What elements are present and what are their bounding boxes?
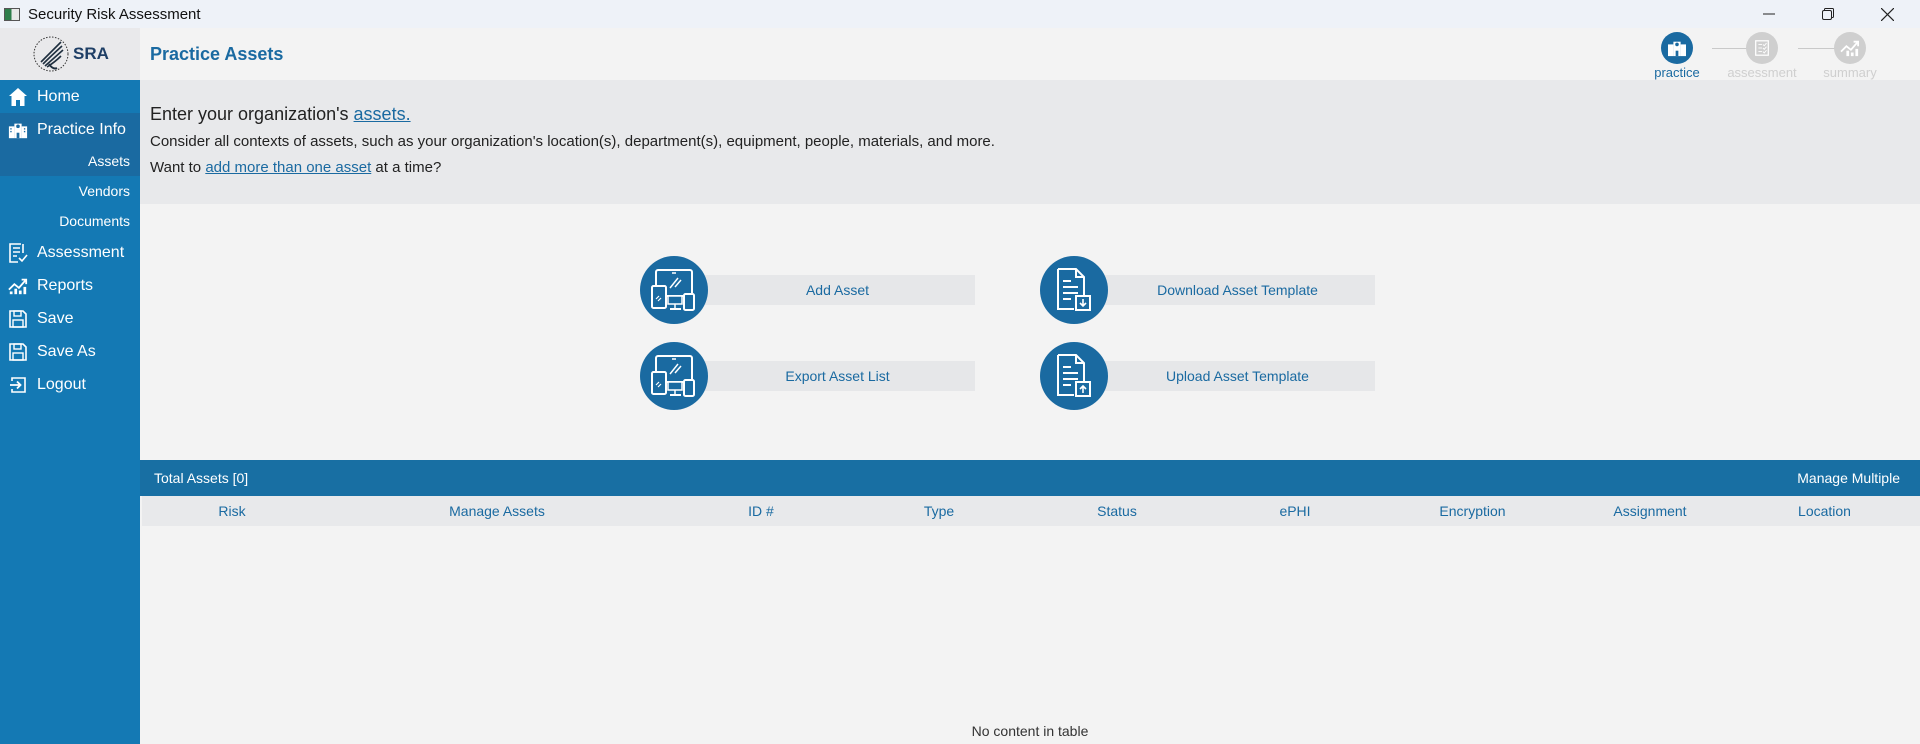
checklist-icon: [1746, 32, 1778, 64]
column-header-encryption[interactable]: Encryption: [1439, 503, 1506, 519]
floppy-icon: [9, 342, 27, 361]
building-icon: [8, 123, 28, 138]
asset-actions: Add Asset Download Asset Template Export…: [140, 204, 1920, 460]
export-asset-list-button[interactable]: Export Asset List: [640, 342, 975, 410]
assets-table-toolbar: Total Assets [0] Manage Multiple: [140, 460, 1920, 496]
sidebar-item-label: Assessment: [37, 243, 125, 261]
sidebar-subitem-label: Assets: [87, 153, 130, 169]
download-template-label: Download Asset Template: [1070, 275, 1375, 305]
page-title: Practice Assets: [150, 43, 284, 64]
devices-icon: [640, 256, 708, 324]
page-header: Practice Assets practice assessment: [140, 28, 1920, 80]
download-asset-template-button[interactable]: Download Asset Template: [1040, 256, 1375, 324]
sidebar-item-label: Home: [37, 87, 80, 105]
main-content: Practice Assets practice assessment: [140, 28, 1920, 744]
export-asset-list-label: Export Asset List: [670, 361, 975, 391]
sidebar-subitem-label: Documents: [59, 213, 130, 229]
sidebar-item-label: Practice Info: [37, 120, 126, 138]
sidebar-item-home[interactable]: Home: [0, 80, 140, 113]
chart-up-icon: [8, 278, 28, 294]
restore-button[interactable]: [1805, 0, 1851, 28]
progress-stepper: practice assessment summary: [1654, 32, 1900, 80]
document-download-icon: [1040, 256, 1108, 324]
close-button[interactable]: [1864, 0, 1910, 28]
sidebar-item-logout[interactable]: Logout: [0, 368, 140, 401]
building-icon: [1661, 32, 1693, 64]
assets-table-header: Risk Manage Assets ID # Type Status ePHI…: [142, 496, 1920, 526]
minimize-button[interactable]: [1746, 0, 1792, 28]
sra-logo: SRA: [0, 28, 140, 80]
column-header-manage-assets[interactable]: Manage Assets: [449, 503, 545, 519]
logout-icon: [10, 376, 26, 393]
sidebar-item-practice-info[interactable]: Practice Info: [0, 113, 140, 146]
upload-asset-template-button[interactable]: Upload Asset Template: [1040, 342, 1375, 410]
table-empty-message: No content in table: [971, 723, 1089, 739]
column-header-location[interactable]: Location: [1798, 503, 1851, 519]
checklist-icon: [9, 242, 28, 263]
sidebar-subitem-label: Vendors: [78, 183, 130, 199]
sidebar-item-assessment[interactable]: Assessment: [0, 236, 140, 269]
add-asset-label: Add Asset: [670, 275, 975, 305]
column-header-status[interactable]: Status: [1097, 503, 1137, 519]
stepper-connector: [1712, 48, 1762, 49]
home-icon: [9, 87, 27, 106]
document-upload-icon: [1040, 342, 1108, 410]
upload-template-label: Upload Asset Template: [1070, 361, 1375, 391]
total-assets-count: Total Assets [0]: [154, 470, 249, 486]
sidebar-item-label: Reports: [37, 276, 94, 294]
stepper-connector: [1798, 48, 1848, 49]
sidebar-item-save-as[interactable]: Save As: [0, 335, 140, 368]
chart-up-icon: [1834, 32, 1866, 64]
logo-text: SRA: [73, 44, 109, 63]
add-asset-button[interactable]: Add Asset: [640, 256, 975, 324]
column-header-risk[interactable]: Risk: [218, 503, 246, 519]
step-label: assessment: [1727, 65, 1797, 80]
info-panel: Enter your organization's assets. Consid…: [140, 80, 1920, 204]
sidebar-subitem-documents[interactable]: Documents: [0, 206, 140, 236]
close-icon: [1880, 7, 1894, 21]
window-title: Security Risk Assessment: [28, 5, 201, 23]
sidebar: SRA Home Practice Info Assets Vendors Do…: [0, 28, 140, 744]
add-multiple-assets-link[interactable]: add more than one asset: [205, 159, 372, 176]
column-header-id[interactable]: ID #: [748, 503, 774, 519]
hhs-eagle-icon: [33, 36, 69, 72]
column-header-assignment[interactable]: Assignment: [1613, 503, 1687, 519]
step-practice[interactable]: practice: [1642, 32, 1712, 80]
info-line-3: Want to add more than one asset at a tim…: [150, 159, 442, 176]
column-header-type[interactable]: Type: [923, 503, 955, 519]
step-assessment[interactable]: assessment: [1727, 32, 1797, 80]
floppy-icon: [9, 309, 27, 328]
restore-icon: [1822, 8, 1834, 20]
sidebar-item-label: Logout: [37, 375, 86, 393]
assets-link[interactable]: assets.: [353, 104, 411, 124]
sidebar-subitem-assets[interactable]: Assets: [0, 146, 140, 176]
window-titlebar: Security Risk Assessment: [0, 0, 1920, 28]
app-icon: [4, 7, 20, 21]
info-line-1: Enter your organization's assets.: [150, 104, 411, 124]
column-header-ephi[interactable]: ePHI: [1279, 503, 1311, 519]
sidebar-item-label: Save As: [37, 342, 96, 360]
sidebar-item-reports[interactable]: Reports: [0, 269, 140, 302]
devices-icon: [640, 342, 708, 410]
step-label: summary: [1823, 65, 1877, 80]
step-summary[interactable]: summary: [1815, 32, 1885, 80]
info-line-2: Consider all contexts of assets, such as…: [150, 133, 995, 150]
step-label: practice: [1654, 65, 1700, 80]
sidebar-subitem-vendors[interactable]: Vendors: [0, 176, 140, 206]
sidebar-item-label: Save: [37, 309, 74, 327]
manage-multiple-button[interactable]: Manage Multiple: [1797, 470, 1900, 486]
minimize-icon: [1763, 13, 1775, 15]
sidebar-item-save[interactable]: Save: [0, 302, 140, 335]
